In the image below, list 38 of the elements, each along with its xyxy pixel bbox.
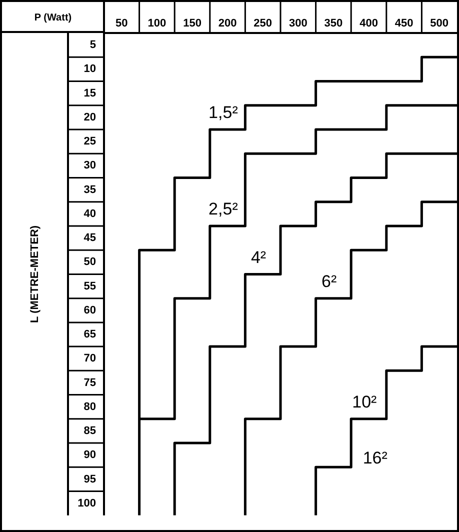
y-tick-label: 60 xyxy=(84,304,96,316)
x-tick-label: 450 xyxy=(394,17,414,30)
x-tick-label: 200 xyxy=(218,17,237,30)
y-tick-label: 100 xyxy=(78,497,96,510)
x-tick-label: 500 xyxy=(430,17,449,30)
y-tick-label: 20 xyxy=(84,111,96,124)
annotation: 10² xyxy=(352,392,378,412)
x-axis-title: P (Watt) xyxy=(34,12,72,24)
y-axis-title: L (METRE-METER) xyxy=(29,225,42,323)
annotation: 6² xyxy=(322,272,337,292)
y-tick-label: 35 xyxy=(84,184,96,196)
annotation: 16² xyxy=(362,448,388,468)
y-tick-label: 25 xyxy=(84,136,96,148)
y-tick-label: 30 xyxy=(84,160,96,172)
y-tick-label: 55 xyxy=(84,280,96,292)
y-tick-label: 10 xyxy=(84,63,96,76)
y-tick-label: 80 xyxy=(84,400,96,413)
x-tick-label: 400 xyxy=(360,17,378,30)
x-tick-label: 100 xyxy=(148,17,166,30)
x-tick-label: 50 xyxy=(116,17,128,30)
y-tick-label: 95 xyxy=(84,473,96,486)
x-tick-label: 300 xyxy=(288,17,308,30)
y-tick-label: 90 xyxy=(84,449,96,462)
y-tick-label: 50 xyxy=(84,256,96,268)
annotation: 4² xyxy=(250,248,266,267)
x-tick-label: 150 xyxy=(183,17,202,30)
y-tick-label: 5 xyxy=(90,39,96,52)
x-tick-label: 250 xyxy=(254,17,272,30)
y-tick-label: 40 xyxy=(84,208,96,220)
y-tick-label: 15 xyxy=(84,87,96,100)
y-tick-label: 45 xyxy=(84,232,96,244)
y-tick-label: 70 xyxy=(84,352,96,365)
y-tick-label: 85 xyxy=(84,425,96,438)
y-tick-label: 75 xyxy=(84,376,96,389)
annotation: 2,5² xyxy=(208,200,238,219)
y-tick-label: 65 xyxy=(84,328,96,341)
annotation: 1,5² xyxy=(208,103,238,122)
x-tick-label: 350 xyxy=(324,17,343,30)
